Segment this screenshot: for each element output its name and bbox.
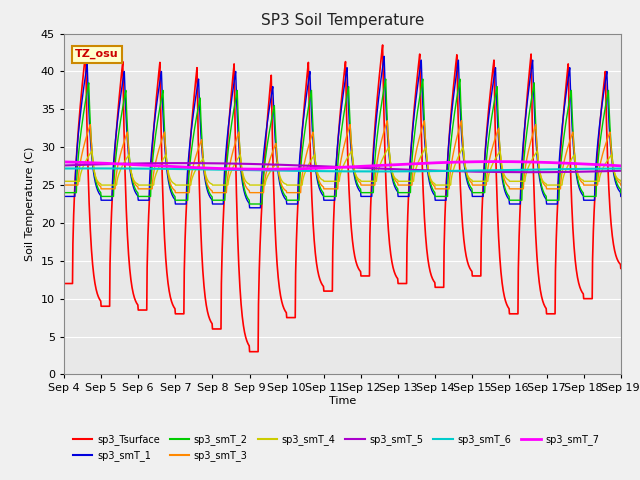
- sp3_smT_4: [97, 182, 105, 188]
- Line: sp3_smT_3: sp3_smT_3: [64, 120, 621, 192]
- sp3_smT_3: [383, 118, 391, 123]
- sp3_smT_5: [184, 160, 191, 166]
- X-axis label: Time: Time: [329, 396, 356, 406]
- sp3_smT_5: [527, 169, 534, 175]
- sp3_smT_1: [292, 201, 300, 207]
- sp3_smT_3: [184, 190, 191, 195]
- sp3_smT_2: [568, 108, 576, 114]
- sp3_smT_6: [520, 167, 528, 173]
- sp3_smT_3: [172, 190, 179, 195]
- sp3_smT_2: [279, 189, 287, 194]
- sp3_Tsurface: [617, 265, 625, 271]
- sp3_Tsurface: [429, 276, 436, 282]
- sp3_smT_2: [382, 76, 390, 82]
- sp3_smT_6: [371, 168, 379, 174]
- sp3_smT_6: [292, 168, 300, 174]
- sp3_smT_6: [429, 168, 436, 174]
- sp3_smT_7: [260, 166, 268, 172]
- sp3_smT_1: [568, 123, 576, 129]
- sp3_smT_1: [279, 192, 287, 197]
- Legend: sp3_Tsurface, sp3_smT_1, sp3_smT_2, sp3_smT_3, sp3_smT_4, sp3_smT_5, sp3_smT_6, : sp3_Tsurface, sp3_smT_1, sp3_smT_2, sp3_…: [69, 431, 604, 465]
- Line: sp3_smT_2: sp3_smT_2: [64, 79, 621, 204]
- sp3_smT_3: [429, 181, 436, 187]
- sp3_smT_2: [183, 197, 191, 203]
- sp3_smT_6: [279, 168, 287, 174]
- sp3_Tsurface: [246, 349, 253, 355]
- sp3_smT_1: [60, 193, 68, 199]
- sp3_smT_5: [60, 163, 68, 168]
- sp3_smT_5: [568, 169, 576, 175]
- sp3_Tsurface: [568, 209, 576, 215]
- sp3_smT_7: [60, 159, 68, 165]
- sp3_smT_4: [520, 179, 528, 184]
- sp3_smT_4: [292, 182, 300, 188]
- sp3_smT_3: [279, 185, 287, 191]
- sp3_smT_2: [292, 197, 300, 203]
- sp3_smT_1: [617, 193, 625, 199]
- sp3_smT_4: [429, 179, 436, 185]
- sp3_smT_4: [60, 179, 68, 184]
- sp3_smT_7: [520, 159, 528, 165]
- sp3_smT_3: [520, 174, 528, 180]
- sp3_smT_2: [429, 186, 436, 192]
- sp3_smT_4: [184, 182, 191, 188]
- sp3_smT_7: [183, 164, 191, 170]
- sp3_smT_1: [380, 53, 388, 59]
- sp3_smT_2: [520, 155, 528, 160]
- sp3_smT_7: [568, 160, 576, 166]
- sp3_smT_6: [568, 166, 576, 172]
- sp3_Tsurface: [520, 133, 528, 139]
- sp3_smT_7: [279, 166, 287, 172]
- sp3_smT_5: [179, 160, 186, 166]
- sp3_smT_3: [60, 182, 68, 188]
- sp3_smT_2: [617, 190, 625, 195]
- sp3_smT_7: [428, 160, 436, 166]
- sp3_smT_2: [60, 190, 68, 195]
- sp3_smT_5: [617, 168, 625, 174]
- sp3_smT_5: [292, 162, 300, 168]
- sp3_Tsurface: [279, 303, 287, 309]
- sp3_smT_3: [617, 182, 625, 188]
- Line: sp3_smT_4: sp3_smT_4: [64, 147, 621, 185]
- Line: sp3_smT_6: sp3_smT_6: [64, 168, 621, 171]
- Line: sp3_smT_5: sp3_smT_5: [64, 163, 621, 172]
- sp3_smT_5: [520, 169, 527, 175]
- sp3_smT_1: [520, 130, 528, 135]
- sp3_smT_6: [184, 166, 191, 172]
- sp3_smT_5: [279, 162, 287, 168]
- sp3_smT_1: [429, 189, 436, 195]
- Title: SP3 Soil Temperature: SP3 Soil Temperature: [260, 13, 424, 28]
- sp3_smT_1: [183, 178, 191, 183]
- sp3_smT_7: [617, 163, 625, 168]
- Text: TZ_osu: TZ_osu: [75, 49, 119, 59]
- sp3_smT_4: [617, 179, 625, 184]
- sp3_smT_3: [292, 190, 300, 195]
- sp3_smT_4: [385, 144, 393, 150]
- sp3_smT_3: [568, 132, 576, 137]
- sp3_smT_5: [428, 168, 436, 173]
- Line: sp3_Tsurface: sp3_Tsurface: [64, 45, 621, 352]
- sp3_Tsurface: [379, 42, 387, 48]
- sp3_smT_2: [246, 201, 253, 207]
- Line: sp3_smT_7: sp3_smT_7: [64, 162, 621, 169]
- sp3_smT_7: [492, 159, 500, 165]
- sp3_smT_6: [60, 166, 68, 171]
- Line: sp3_smT_1: sp3_smT_1: [64, 56, 621, 208]
- sp3_smT_4: [568, 156, 576, 161]
- sp3_smT_1: [246, 205, 253, 211]
- sp3_Tsurface: [60, 281, 68, 287]
- sp3_smT_4: [279, 179, 287, 185]
- sp3_smT_6: [617, 166, 625, 171]
- sp3_smT_7: [292, 166, 300, 172]
- sp3_smT_6: [93, 166, 100, 171]
- sp3_Tsurface: [292, 239, 300, 245]
- Y-axis label: Soil Temperature (C): Soil Temperature (C): [26, 147, 35, 261]
- sp3_Tsurface: [183, 192, 191, 197]
